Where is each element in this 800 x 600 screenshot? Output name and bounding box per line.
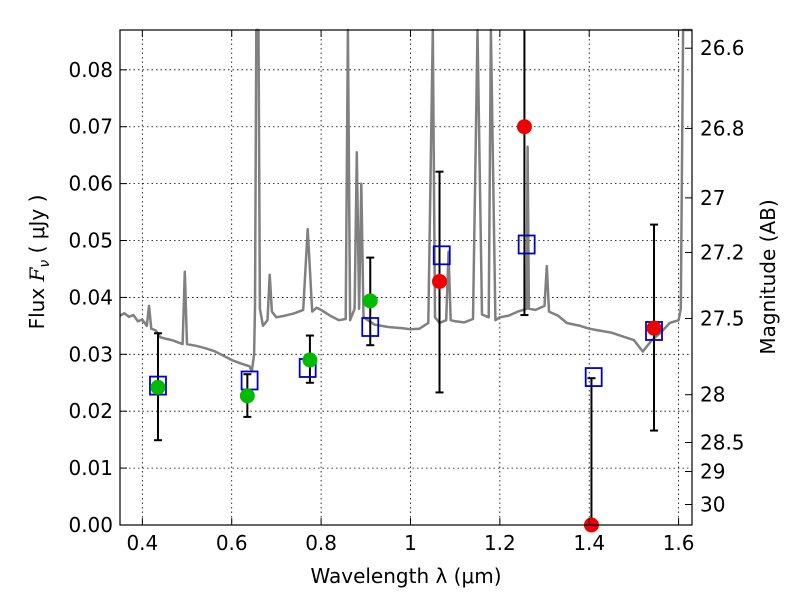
observed-flux-point	[150, 379, 166, 395]
errorbar-layer	[153, 30, 659, 526]
y-tick-label: 0.03	[68, 342, 113, 366]
magnitude-tick-label: 27.5	[700, 306, 745, 330]
y-axis-label-unit: ( μJy )	[25, 195, 49, 260]
model-flux-box	[432, 245, 451, 266]
grid-lines	[120, 30, 692, 526]
magnitude-tick-label: 26.6	[700, 36, 745, 60]
magnitude-tick-label: 27.2	[700, 240, 745, 264]
y-tick-label: 0.00	[68, 513, 113, 537]
x-tick-label: 1	[404, 531, 417, 555]
y-tick-label: 0.06	[68, 172, 113, 196]
y-axis-label-prefix: Flux	[25, 281, 49, 329]
x-tick-labels: 0.4 0.6 0.8 1 1.2 1.4 1.6	[126, 531, 694, 555]
observed-flux-point	[362, 293, 378, 309]
model-flux-box	[361, 317, 380, 337]
x-tick-label: 0.6	[216, 531, 248, 555]
observed-flux-point	[302, 352, 318, 368]
magnitude-tick-label: 30	[700, 493, 725, 517]
y-tick-label: 0.05	[68, 229, 113, 253]
model-flux-layer	[149, 234, 663, 396]
x-tick-label: 1.4	[573, 531, 605, 555]
y-axis-label-left: Flux Fν ( μJy )	[25, 195, 53, 330]
y-tick-label: 0.08	[68, 58, 113, 82]
observed-flux-point	[432, 273, 448, 289]
magnitude-tick-label: 28	[700, 383, 725, 407]
observed-flux-point	[516, 119, 532, 135]
magnitude-tick-labels: 26.6 26.8 27 27.2 27.5 28 28.5 29 30	[700, 36, 745, 516]
y-axis-label-symbol: F	[25, 266, 49, 282]
plot-frame	[119, 29, 693, 526]
model-spectrum-line	[119, 28, 692, 373]
magnitude-tick-label: 27	[700, 186, 725, 210]
observed-flux-point	[646, 320, 662, 336]
y-axis-label-subscript: ν	[37, 260, 53, 268]
observed-flux-point	[239, 388, 255, 404]
magnitude-tick-label: 29	[700, 460, 725, 484]
x-tick-label: 0.4	[126, 531, 158, 555]
x-tick-label: 0.8	[305, 531, 337, 555]
magnitude-tick-label: 26.8	[700, 116, 745, 140]
y-axis-label-right: Magnitude (AB)	[756, 199, 780, 354]
y-tick-label: 0.01	[68, 456, 113, 480]
x-axis-label: Wavelength λ (μm)	[310, 564, 501, 588]
model-flux-box	[517, 234, 536, 255]
y-tick-labels: 0.00 0.01 0.02 0.03 0.04 0.05 0.06 0.07 0.08	[68, 58, 113, 537]
magnitude-tick-label: 28.5	[700, 431, 745, 455]
model-spectrum-layer	[119, 28, 692, 373]
y-tick-label: 0.07	[68, 115, 113, 139]
y-tick-label: 0.02	[68, 399, 113, 423]
tick-marks	[120, 30, 692, 526]
observed-points-layer	[150, 119, 662, 533]
y-tick-label: 0.04	[68, 285, 113, 309]
x-tick-label: 1.6	[663, 531, 695, 555]
model-flux-box	[584, 367, 603, 387]
x-tick-label: 1.2	[484, 531, 516, 555]
